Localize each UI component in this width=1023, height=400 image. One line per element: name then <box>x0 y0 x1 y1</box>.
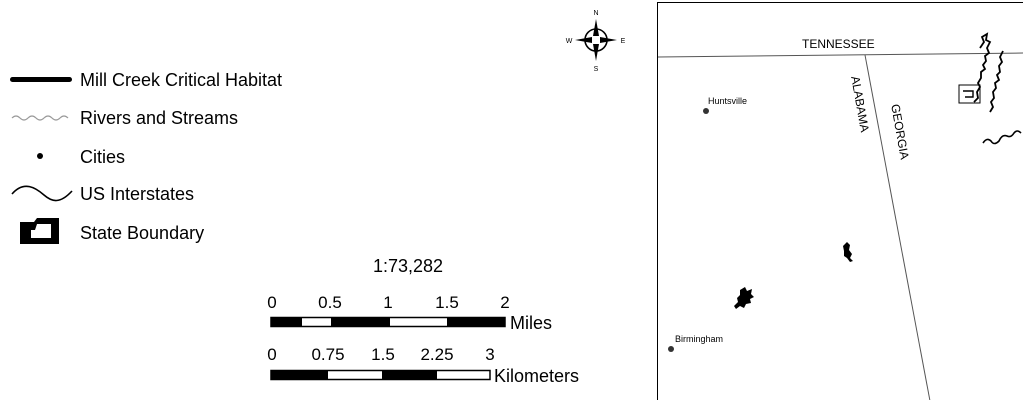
legend-label-habitat: Mill Creek Critical Habitat <box>80 70 283 90</box>
north-arrow: N S W E <box>566 10 626 73</box>
west-label: W <box>566 38 573 45</box>
state-boundary-symbol <box>20 218 59 244</box>
river-line-symbol <box>11 115 69 121</box>
km-unit-label: Kilometers <box>494 366 580 386</box>
tennessee-label: TENNESSEE <box>802 37 875 51</box>
east-label: E <box>621 38 626 45</box>
km-tick-label: 1.5 <box>371 345 395 364</box>
miles-tick-label: 1.5 <box>435 293 459 312</box>
tn-state-boundary <box>658 52 1023 58</box>
habitat-line-symbol <box>10 77 72 82</box>
stream-feature <box>989 50 1004 113</box>
huntsville-label: Huntsville <box>708 96 748 106</box>
al-ga-state-boundary <box>864 54 931 400</box>
km-tick-label: 0 <box>267 345 277 364</box>
interstate-curve-symbol <box>11 185 73 202</box>
birmingham-label: Birmingham <box>675 334 724 344</box>
habitat-feature <box>843 242 853 262</box>
miles-tick-label: 0.5 <box>318 293 342 312</box>
miles-unit-label: Miles <box>510 313 553 333</box>
map-frame: TENNESSEE ALABAMA GEORGIA Huntsville Bir… <box>657 2 1023 400</box>
km-tick-label: 2.25 <box>420 345 454 364</box>
legend-label-rivers: Rivers and Streams <box>80 108 239 128</box>
study-area-stream <box>963 90 974 98</box>
study-area-box <box>958 84 981 104</box>
city-dot-symbol <box>37 153 43 159</box>
miles-tick-label: 0 <box>267 293 277 312</box>
miles-scale-bar <box>270 316 506 328</box>
km-tick-label: 3 <box>485 345 495 364</box>
km-scale-bar <box>270 369 491 381</box>
legend-label-interstates: US Interstates <box>80 184 195 204</box>
huntsville-dot <box>703 108 709 114</box>
north-label: N <box>593 10 598 17</box>
south-label: S <box>594 66 599 73</box>
map-canvas <box>658 32 1023 400</box>
legend-symbols <box>10 77 73 244</box>
km-tick-label: 0.75 <box>311 345 345 364</box>
miles-tick-label: 2 <box>500 293 510 312</box>
stream-feature <box>973 32 992 103</box>
legend-label-state-boundary: State Boundary <box>80 223 205 243</box>
scale-ratio: 1:73,282 <box>373 256 444 276</box>
legend-label-cities: Cities <box>80 147 126 167</box>
stream-feature <box>982 130 1022 145</box>
habitat-feature <box>734 287 754 309</box>
birmingham-dot <box>668 346 674 352</box>
miles-tick-label: 1 <box>383 293 393 312</box>
